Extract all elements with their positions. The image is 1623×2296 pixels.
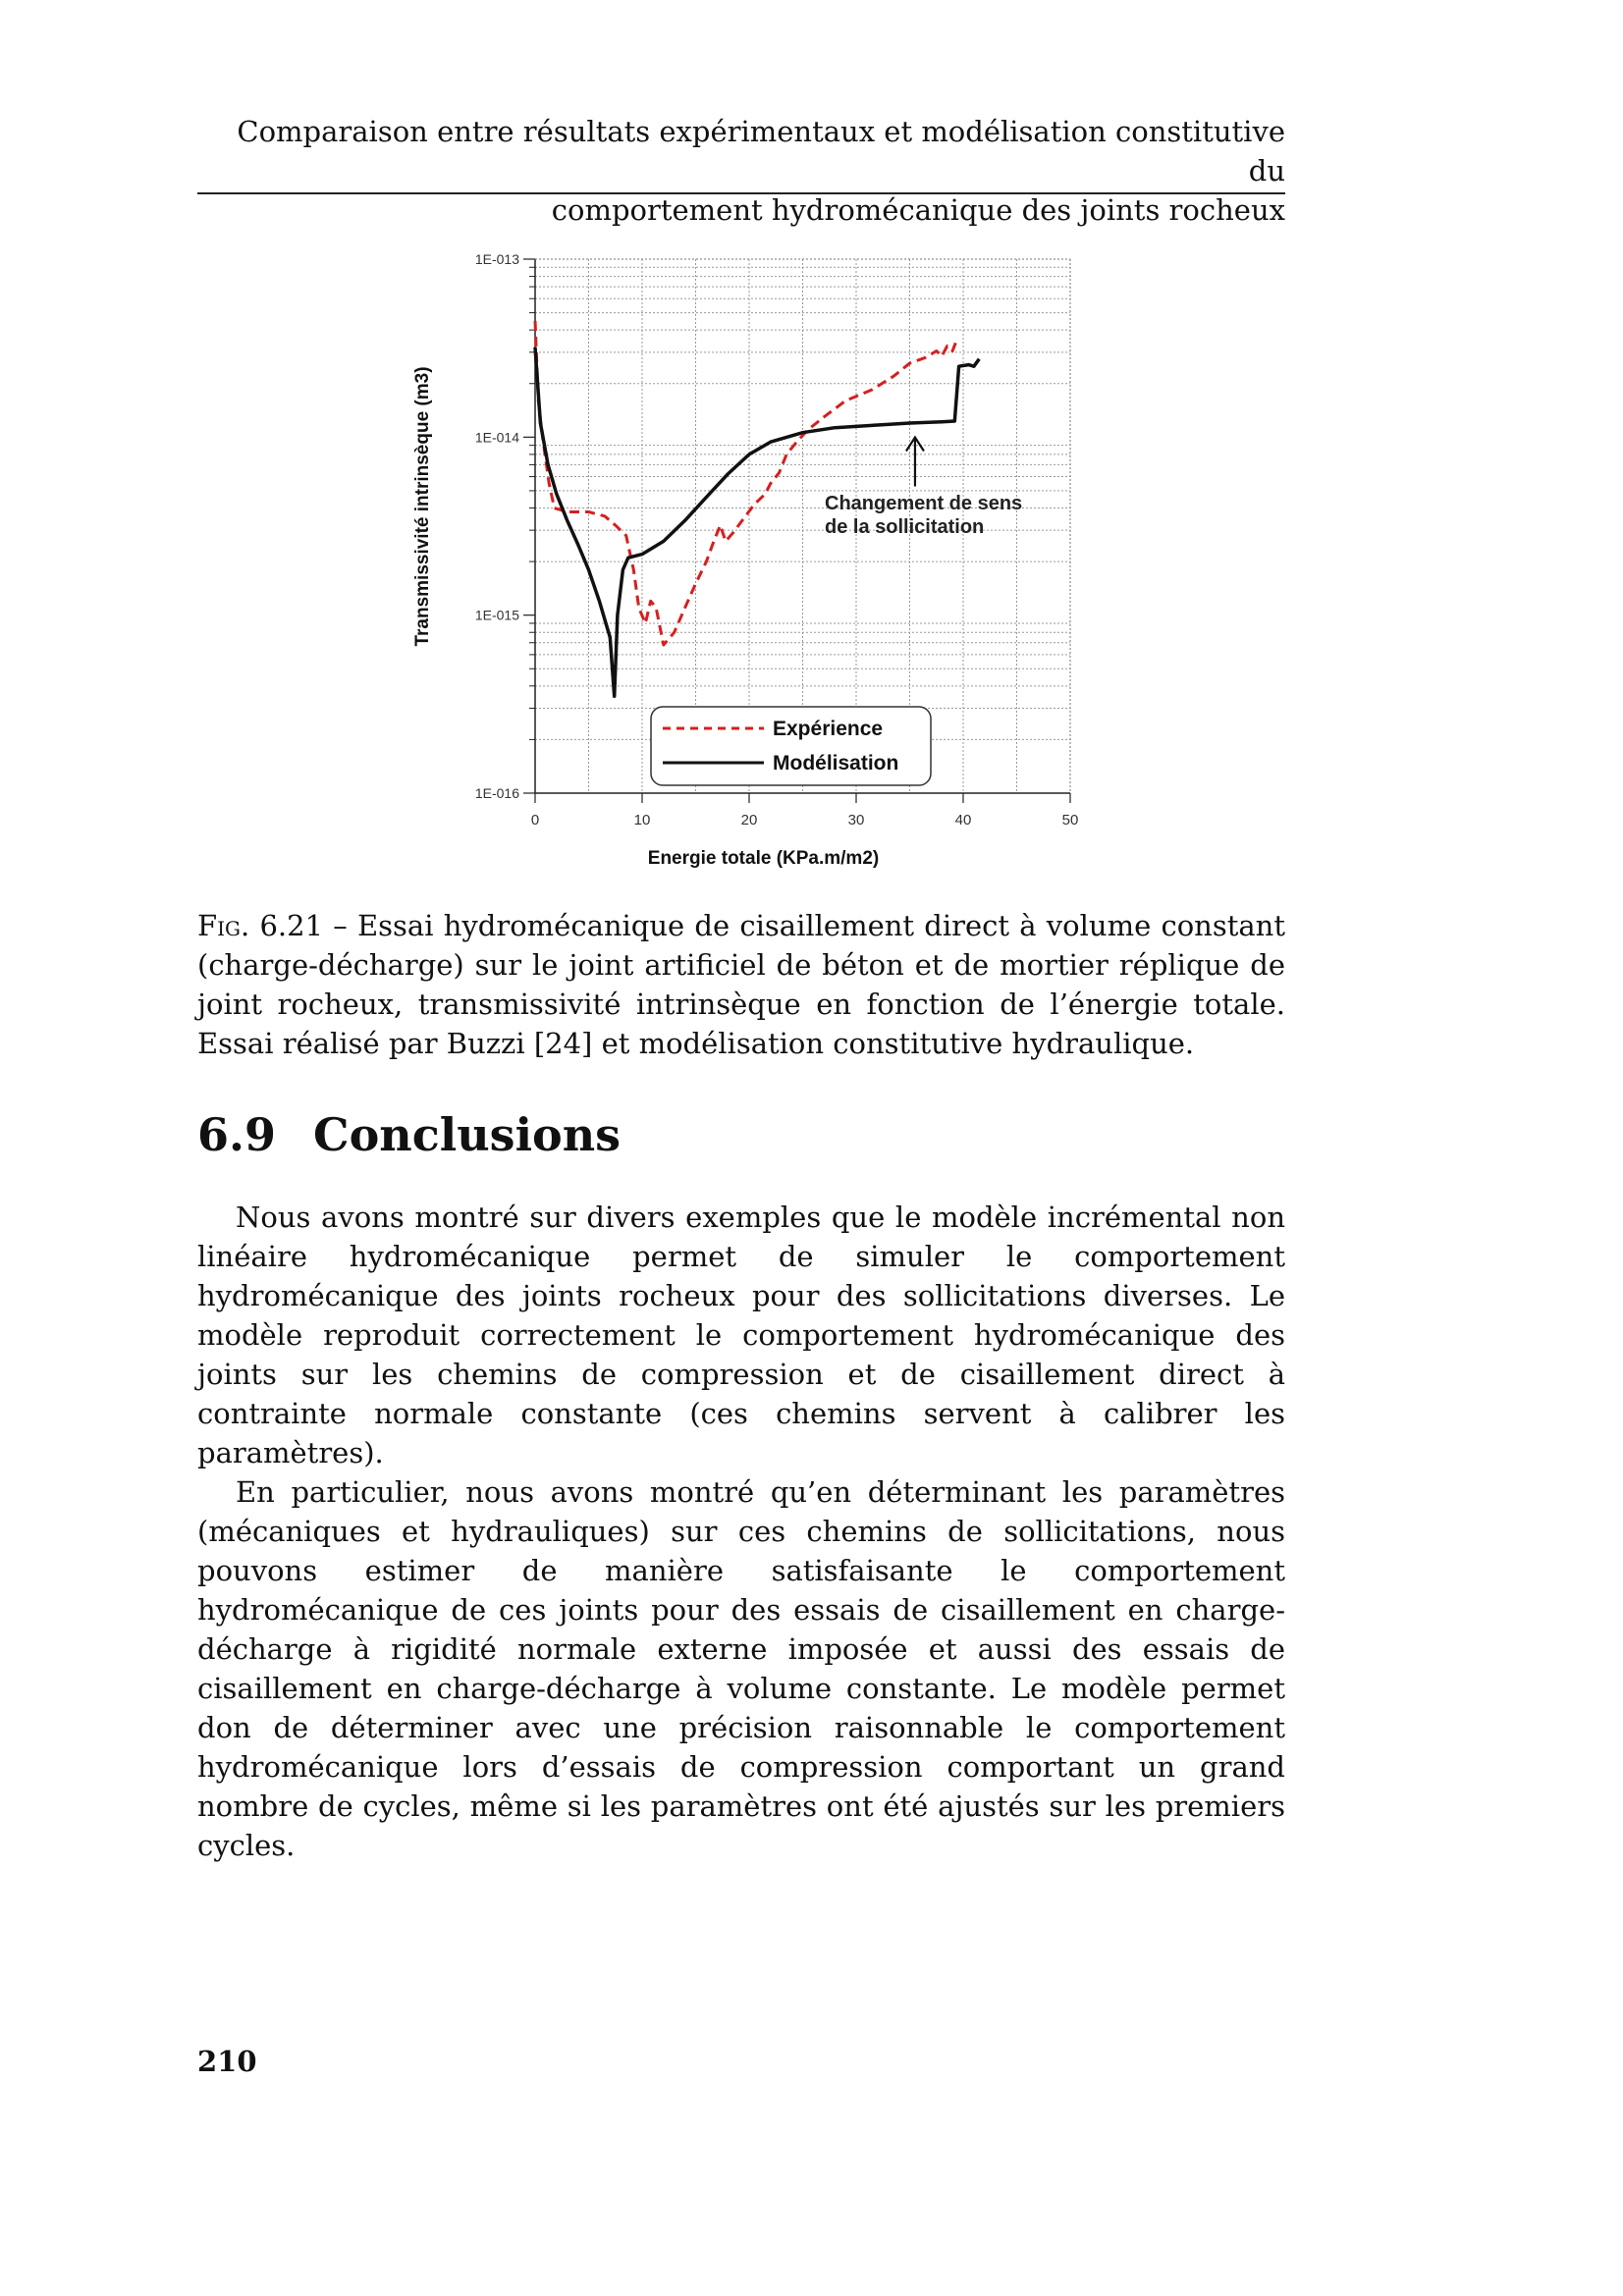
header-rule: [197, 192, 1285, 194]
paragraph-2: En particulier, nous avons montré qu’en …: [197, 1475, 1285, 1862]
chart-axis-labels: Energie totale (KPa.m/m2) Transmissivité …: [412, 366, 879, 869]
series-line-modelisation: [533, 347, 981, 699]
running-header-line-1: Comparaison entre résultats expérimentau…: [237, 115, 1285, 187]
section-heading: 6.9 Conclusions: [197, 1107, 1285, 1162]
y-tick-label: 1E-013: [475, 251, 519, 267]
running-header-line-2: comportement hydromécanique des joints r…: [551, 193, 1285, 227]
annotation-arrow-head: [905, 435, 925, 453]
page-number: 210: [197, 2045, 257, 2078]
x-tick-label: 10: [634, 812, 651, 828]
section-title: Conclusions: [313, 1108, 622, 1161]
y-tick-label: 1E-015: [475, 608, 519, 623]
annotation-text-line-1: Changement de sens: [825, 493, 1022, 514]
figure-label: Fig.: [197, 909, 250, 942]
body-text: Nous avons montré sur divers exemples qu…: [197, 1198, 1285, 1865]
legend-label: Expérience: [773, 718, 883, 740]
x-tick-label: 50: [1062, 812, 1079, 828]
x-tick-label: 20: [741, 812, 758, 828]
chart-series: [533, 320, 981, 699]
figure-number: 6.21: [259, 909, 324, 942]
x-tick-label: 40: [955, 812, 972, 828]
figure-chart: 0 10 20 30 40 50 1E-013 1E-014 1E-015 1E-016 Chan…: [412, 251, 1079, 869]
chart-legend: Expérience Modélisation: [650, 706, 932, 786]
y-tick-label: 1E-014: [475, 429, 519, 445]
x-tick-label: 0: [531, 812, 539, 828]
legend-label: Modélisation: [773, 752, 898, 774]
y-tick-label: 1E-016: [475, 785, 519, 801]
figure-caption-text: – Essai hydromécanique de cisaillement d…: [197, 909, 1286, 1060]
x-axis-label: Energie totale (KPa.m/m2): [648, 848, 879, 869]
figure-caption: Fig. 6.21 – Essai hydromécanique de cisa…: [197, 906, 1285, 1063]
chart-grid: [535, 259, 1070, 793]
y-axis-label: Transmissivité intrinsèque (m3): [412, 366, 433, 646]
section-number: 6.9: [197, 1108, 277, 1161]
chart-axes: 0 10 20 30 40 50 1E-013 1E-014 1E-015 1E-016: [475, 251, 1079, 828]
x-tick-label: 30: [848, 812, 865, 828]
legend-box: [650, 706, 932, 786]
series-line-experience: [533, 320, 957, 647]
paragraph-1: Nous avons montré sur divers exemples qu…: [197, 1201, 1285, 1469]
annotation-text-line-2: de la sollicitation: [825, 516, 984, 538]
running-header: Comparaison entre résultats expérimentau…: [197, 112, 1285, 230]
